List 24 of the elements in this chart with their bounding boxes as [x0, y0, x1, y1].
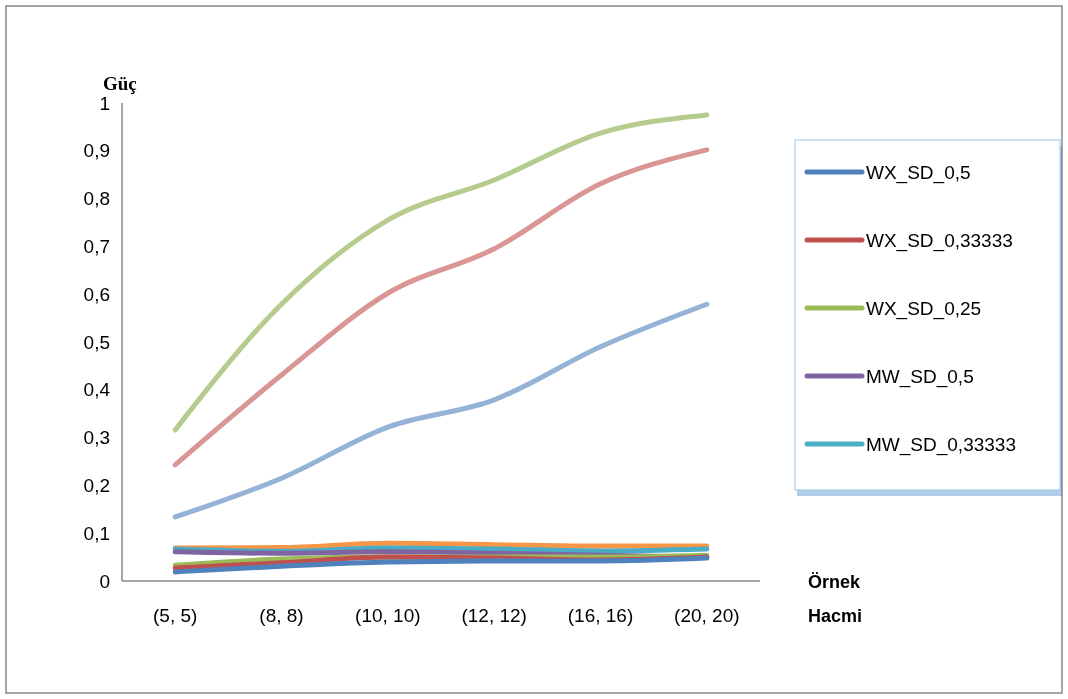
x-tick-label: (8, 8) [259, 605, 304, 626]
legend-label: WX_SD_0,33333 [866, 229, 1013, 252]
y-tick-label: 0,6 [83, 283, 110, 305]
y-tick-label: 0,8 [83, 188, 110, 210]
y-tick-label: 0,3 [83, 427, 110, 449]
legend-label: WX_SD_0,25 [866, 297, 982, 320]
y-tick-label: 0,2 [83, 475, 110, 497]
x-tick-label: (10, 10) [355, 605, 421, 626]
x-tick-label: (5, 5) [152, 605, 198, 626]
y-tick-label: 0 [99, 570, 110, 592]
y-tick-label: 0,9 [83, 140, 110, 162]
y-tick-label: 0,1 [83, 522, 110, 544]
x-tick-label: (16, 16) [567, 605, 634, 626]
legend-label: MW_SD_0,33333 [866, 433, 1016, 456]
y-tick-label: 0,7 [83, 236, 110, 258]
x-axis-title: Örnek Hacmi [808, 572, 863, 626]
x-tick-label: (20, 20) [674, 605, 740, 626]
y-tick-label: 0,4 [83, 379, 111, 401]
legend-label: WX_SD_0,5 [866, 161, 971, 184]
legend-label: MW_SD_0,5 [866, 365, 974, 388]
x-tick-label: (12, 12) [461, 605, 527, 626]
y-tick-label: 0,5 [83, 331, 110, 353]
y-tick-label: 1 [99, 92, 110, 114]
y-axis-title: Güç [103, 73, 137, 94]
